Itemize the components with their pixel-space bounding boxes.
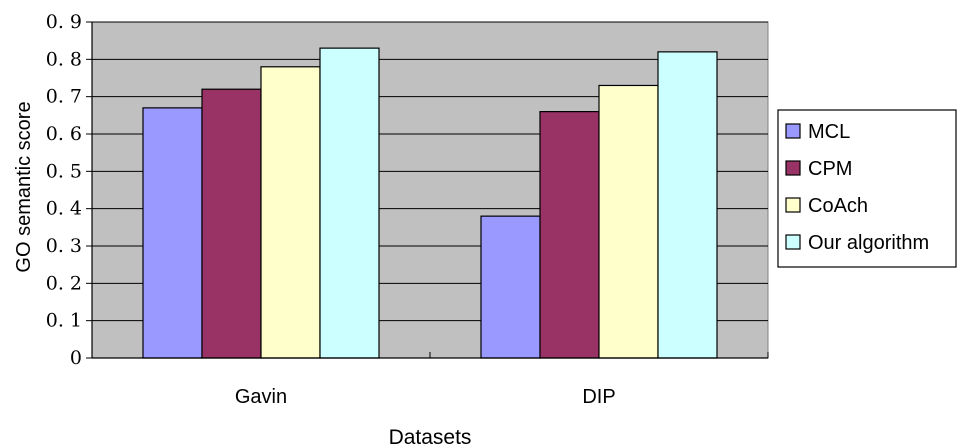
legend-box	[777, 109, 957, 268]
legend-swatch	[785, 197, 801, 213]
legend-swatch	[785, 160, 801, 176]
bar-our-algorithm-gavin	[319, 47, 380, 359]
y-tick-label: 0. 6	[46, 123, 82, 145]
x-tick-label: Gavin	[235, 386, 287, 408]
x-axis-label: Datasets	[389, 426, 472, 448]
y-tick-label: 0. 9	[46, 11, 82, 33]
y-tick-label: 0. 8	[46, 48, 82, 70]
legend-label: Our algorithm	[808, 232, 929, 254]
y-tick-label: 0. 7	[46, 86, 82, 108]
x-tick-label: DIP	[582, 386, 615, 408]
y-tick-label: 0. 1	[46, 310, 82, 332]
y-tick-label: 0. 2	[46, 272, 82, 294]
y-tick-label: 0. 5	[46, 160, 82, 182]
bar-coach-dip	[598, 84, 659, 359]
legend-swatch	[785, 234, 801, 250]
bar-cpm-gavin	[201, 88, 262, 359]
y-tick-label: 0	[70, 347, 82, 369]
y-axis-label: GO semantic score	[13, 101, 35, 272]
bar-mcl-dip	[480, 215, 541, 359]
bar-mcl-gavin	[142, 107, 203, 359]
bar-coach-gavin	[260, 66, 321, 359]
legend-label: CoAch	[808, 195, 868, 217]
legend-swatch	[785, 123, 801, 139]
y-tick-label: 0. 4	[46, 198, 82, 220]
legend-label: CPM	[808, 158, 852, 180]
legend: MCL CPM CoAch Our algorithm	[777, 109, 957, 268]
legend-label: MCL	[808, 121, 850, 143]
bar-cpm-dip	[539, 110, 600, 359]
bar-our-algorithm-dip	[657, 51, 718, 359]
y-tick-label: 0. 3	[46, 235, 82, 257]
